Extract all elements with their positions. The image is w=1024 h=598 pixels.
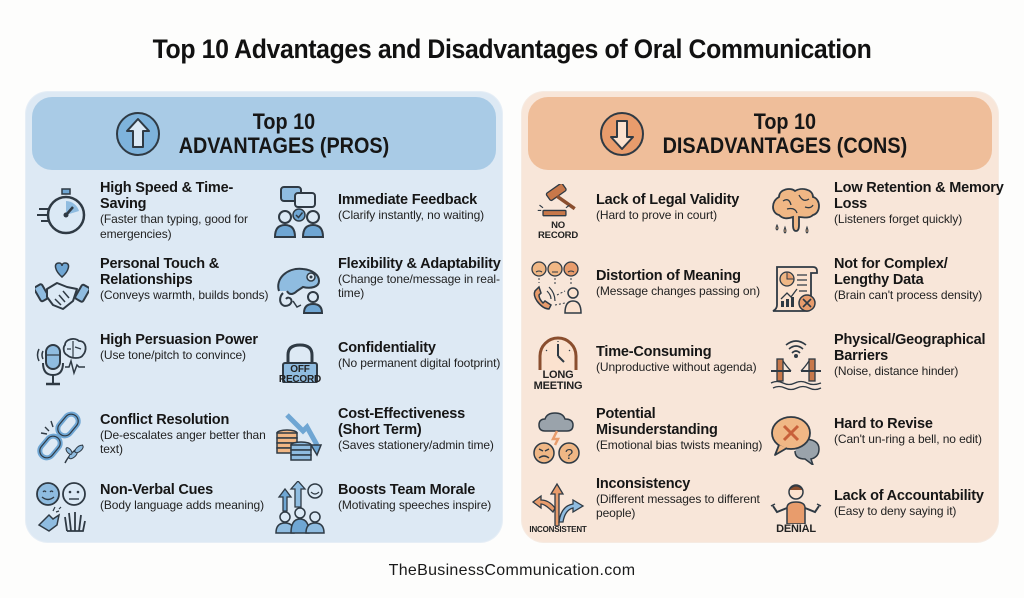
pro-title: Confidentiality [338, 340, 436, 356]
con-item-time-consuming: LONG MEETING Time-Consuming (Unproductiv… [530, 332, 766, 402]
pro-title: Flexibility & Adaptability [338, 256, 501, 272]
con-desc: (Can't un-ring a bell, no edit) [834, 432, 982, 447]
pro-desc: (Clarify instantly, no waiting) [338, 208, 485, 223]
pro-item-non-verbal-cues: Non-Verbal Cues (Body language adds mean… [34, 476, 270, 546]
report-scroll-icon [772, 266, 818, 312]
con-item-low-retention: Low Retention & Memory Loss (Listeners f… [768, 180, 1004, 250]
con-item-hard-to-revise: Hard to Revise (Can't un-ring a bell, no… [768, 406, 1004, 476]
con-title: Not for Complex/ Lengthy Data [834, 256, 948, 289]
pro-item-high-speed: High Speed & Time-Saving (Faster than ty… [34, 180, 270, 250]
con-title: Potential Misunderstanding [596, 406, 718, 439]
advantages-header-line1: Top 10 [252, 109, 316, 135]
con-title: Hard to Revise [834, 416, 933, 432]
con-title: Inconsistency [596, 476, 691, 492]
arrow-down-circle-icon [600, 112, 644, 156]
chat-people-icon [273, 186, 325, 238]
con-item-legal-validity: NO RECORD Lack of Legal Validity (Hard t… [530, 180, 766, 250]
pro-item-persuasion: High Persuasion Power (Use tone/pitch to… [34, 332, 270, 402]
pro-title: Personal Touch & Relationships [100, 256, 219, 289]
con-title: Low Retention & Memory Loss [834, 180, 1004, 213]
storm-faces-icon: ? [533, 412, 580, 464]
con-title: Lack of Accountability [834, 488, 984, 504]
con-title: Time-Consuming [596, 344, 712, 360]
long-meeting-tag: LONG MEETING [533, 369, 583, 392]
stopwatch-icon [37, 188, 86, 235]
pro-desc: (De-escalates anger better than text) [100, 428, 266, 457]
denial-tag: DENIAL [776, 522, 816, 535]
arrow-up-circle-icon [116, 112, 160, 156]
con-item-physical-barriers: Physical/Geographical Barriers (Noise, d… [768, 332, 1004, 402]
clock-icon [538, 336, 578, 370]
con-desc: (Listeners forget quickly) [834, 212, 963, 227]
pro-title: Cost-Effectiveness (Short Term) [338, 406, 465, 439]
pro-item-conflict-resolution: Conflict Resolution (De-escalates anger … [34, 406, 270, 476]
con-desc: (Hard to prove in court) [596, 208, 717, 223]
advantages-header-line2: ADVANTAGES (PROS) [178, 132, 390, 158]
con-title: Physical/Geographical Barriers [834, 332, 986, 365]
advantages-header: Top 10 ADVANTAGES (PROS) [32, 97, 496, 170]
con-item-inconsistency: INCONSISTENT Inconsistency (Different me… [529, 476, 766, 546]
phone-faces-icon [531, 261, 582, 314]
footer-site-name: TheBusinessCommunication.com [388, 562, 636, 579]
page-title: Top 10 Advantages and Disadvantages of O… [152, 34, 872, 64]
disadvantages-header: Top 10 DISADVANTAGES (CONS) [528, 97, 992, 170]
pro-desc: (Change tone/message in real-time) [338, 272, 500, 301]
pro-item-personal-touch: Personal Touch & Relationships (Conveys … [34, 256, 270, 326]
con-desc: (Brain can't process density) [834, 288, 983, 303]
advantages-panel: Top 10 ADVANTAGES (PROS) High Speed & [26, 92, 502, 542]
pro-title: Immediate Feedback [338, 192, 478, 208]
pro-title: Conflict Resolution [100, 412, 230, 428]
con-desc: (Emotional bias twists meaning) [596, 438, 763, 453]
shrugging-person-icon [770, 483, 822, 524]
pro-desc: (No permanent digital footprint) [338, 356, 501, 371]
con-desc: (Different messages to different people) [596, 492, 760, 521]
pro-title: Non-Verbal Cues [100, 482, 214, 498]
pro-desc: (Saves stationery/admin time) [338, 438, 494, 453]
con-item-accountability: DENIAL Lack of Accountability (Easy to d… [768, 476, 1004, 546]
pro-desc: (Motivating speeches inspire) [338, 498, 492, 513]
chameleon-icon [277, 267, 324, 314]
con-desc: (Message changes passing on) [596, 284, 760, 299]
con-item-distortion: Distortion of Meaning (Message changes p… [530, 256, 766, 326]
coins-down-arrow-icon [276, 413, 323, 461]
off-record-tag: OFF RECORD [278, 364, 322, 385]
handshake-heart-icon [35, 262, 89, 310]
speech-bubble-x-icon [771, 416, 820, 465]
broken-chain-icon [37, 411, 84, 464]
split-arrows-icon [531, 482, 585, 526]
disadvantages-header-line2: DISADVANTAGES (CONS) [662, 132, 908, 158]
pro-item-confidentiality: OFF RECORD Confidentiality (No permanent… [272, 332, 508, 402]
pro-item-team-morale: Boosts Team Morale (Motivating speeches … [272, 476, 508, 546]
pro-item-flexibility: Flexibility & Adaptability (Change tone/… [272, 256, 508, 326]
inconsistent-tag: INCONSISTENT [529, 525, 587, 534]
pro-title: Boosts Team Morale [338, 482, 476, 498]
con-title: Distortion of Meaning [596, 268, 741, 284]
pro-item-cost-effectiveness: Cost-Effectiveness (Short Term) (Saves s… [272, 406, 508, 476]
con-item-misunderstanding: ? Potential Misunderstanding (Emotional … [530, 406, 766, 476]
pro-desc: (Body language adds meaning) [100, 498, 264, 513]
bridge-signal-icon [770, 340, 822, 391]
padlock-icon [282, 343, 318, 383]
disadvantages-panel: Top 10 DISADVANTAGES (CONS) NO RECORD La… [522, 92, 1004, 542]
pro-desc: (Conveys warmth, builds bonds) [100, 288, 269, 303]
gavel-icon [537, 184, 576, 217]
melting-brain-icon [772, 188, 820, 234]
microphone-brain-icon [36, 338, 87, 386]
faces-hands-icon [36, 482, 86, 532]
pro-item-immediate-feedback: Immediate Feedback (Clarify instantly, n… [272, 180, 508, 250]
con-desc: (Noise, distance hinder) [834, 364, 959, 379]
con-item-complex-data: Not for Complex/ Lengthy Data (Brain can… [768, 256, 1004, 326]
team-up-arrows-icon [275, 481, 325, 534]
con-desc: (Easy to deny saying it) [834, 504, 957, 519]
no-record-tag: NO RECORD [538, 220, 578, 241]
svg-text:?: ? [565, 446, 573, 463]
pro-desc: (Faster than typing, good for emergencie… [100, 212, 248, 241]
disadvantages-header-line1: Top 10 [753, 109, 817, 135]
pro-title: High Persuasion Power [100, 332, 258, 348]
pro-title: High Speed & Time-Saving [100, 180, 234, 213]
con-desc: (Unproductive without agenda) [596, 360, 757, 375]
pro-desc: (Use tone/pitch to convince) [100, 348, 246, 363]
con-title: Lack of Legal Validity [596, 192, 740, 208]
